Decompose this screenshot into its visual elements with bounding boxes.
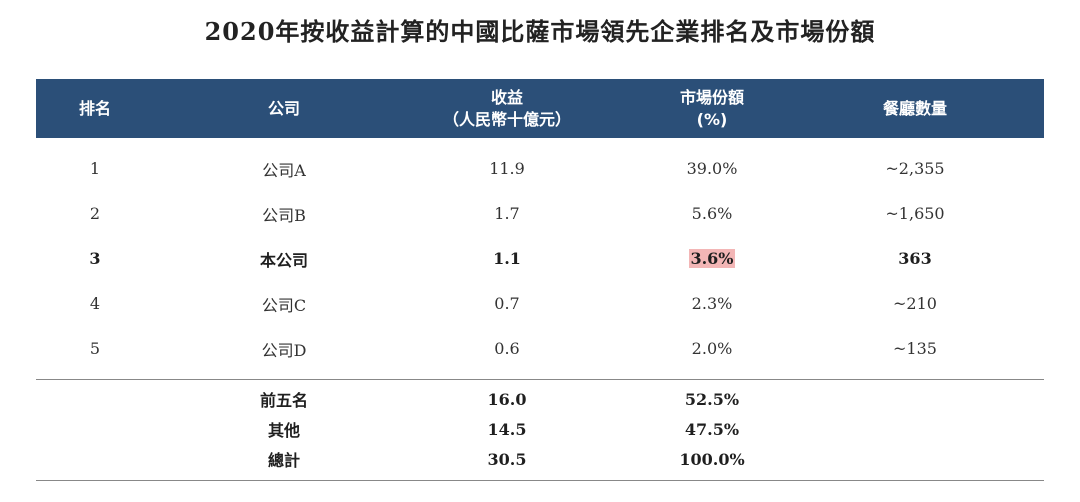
share-cell: 2.3%	[691, 294, 733, 313]
rank-cell: 2	[89, 204, 101, 223]
totals-revenue: 30.5	[487, 449, 527, 469]
header-share-unit: (%)	[696, 109, 728, 129]
revenue-cell: 1.7	[494, 204, 520, 223]
table-row: 2 公司B 1.7 5.6% ~1,650	[36, 191, 1044, 236]
header-share: 市場份額 (%)	[622, 79, 802, 138]
table-header: 排名 公司 收益 （人民幣十億元） 市場份額 (%) 餐廳數量	[36, 79, 1044, 138]
header-rank-label: 排名	[78, 98, 111, 118]
table-row: 1 公司A 11.9 39.0% ~2,355	[36, 146, 1044, 191]
header-share-label: 市場份額	[679, 87, 744, 107]
rank-cell: 1	[89, 159, 101, 178]
totals-share: 52.5%	[684, 389, 740, 409]
table-row: 4 公司C 0.7 2.3% ~210	[36, 281, 1044, 326]
share-cell: 2.0%	[691, 339, 733, 358]
totals-divider	[36, 379, 1044, 380]
share-cell: 3.6%	[622, 236, 802, 281]
header-company: 公司	[194, 79, 374, 138]
header-restaurants: 餐廳數量	[825, 79, 1005, 138]
header-restaurants-label: 餐廳數量	[882, 98, 947, 118]
totals-revenue: 16.0	[487, 389, 527, 409]
table-row-own-company: 3 本公司 1.1 3.6% 363	[36, 236, 1044, 281]
restaurants-cell: ~1,650	[885, 204, 945, 223]
header-revenue-unit: （人民幣十億元）	[442, 109, 571, 129]
totals-share: 47.5%	[684, 419, 740, 439]
rank-cell: 3	[89, 249, 101, 268]
header-revenue-label: 收益	[490, 87, 523, 107]
company-cell: 本公司	[259, 250, 308, 270]
share-highlight: 3.6%	[689, 249, 735, 268]
totals-label: 其他	[267, 421, 300, 440]
totals-share: 100.0%	[679, 449, 745, 469]
company-cell: 公司B	[262, 205, 306, 225]
revenue-cell: 0.7	[494, 294, 520, 313]
totals-row: 前五名 16.0 52.5%	[36, 384, 1044, 414]
totals-row: 總計 30.5 100.0%	[36, 444, 1044, 474]
share-cell: 5.6%	[691, 204, 733, 223]
revenue-cell: 11.9	[489, 159, 525, 178]
revenue-cell: 1.1	[493, 249, 521, 268]
totals-revenue: 14.5	[487, 419, 527, 439]
totals-row: 其他 14.5 47.5%	[36, 414, 1044, 444]
share-cell: 39.0%	[686, 159, 738, 178]
totals-label: 總計	[267, 451, 300, 470]
revenue-cell: 0.6	[494, 339, 520, 358]
company-cell: 公司A	[262, 160, 306, 180]
header-rank: 排名	[36, 79, 154, 138]
rank-cell: 4	[89, 294, 101, 313]
rank-cell: 5	[89, 339, 101, 358]
table-row: 5 公司D 0.6 2.0% ~135	[36, 326, 1044, 371]
header-company-label: 公司	[267, 98, 300, 118]
company-cell: 公司C	[261, 295, 307, 315]
restaurants-cell: 363	[898, 249, 932, 268]
ranking-table: 排名 公司 收益 （人民幣十億元） 市場份額 (%) 餐廳數量 1 公司A 11…	[36, 79, 1044, 481]
restaurants-cell: ~135	[893, 339, 937, 358]
header-revenue: 收益 （人民幣十億元）	[417, 79, 597, 138]
page-title: 2020年按收益計算的中國比薩市場領先企業排名及市場份額	[204, 17, 876, 46]
bottom-divider	[36, 480, 1044, 481]
restaurants-cell: ~2,355	[885, 159, 945, 178]
totals-label: 前五名	[259, 391, 308, 410]
company-cell: 公司D	[261, 340, 307, 360]
restaurants-cell: ~210	[893, 294, 937, 313]
